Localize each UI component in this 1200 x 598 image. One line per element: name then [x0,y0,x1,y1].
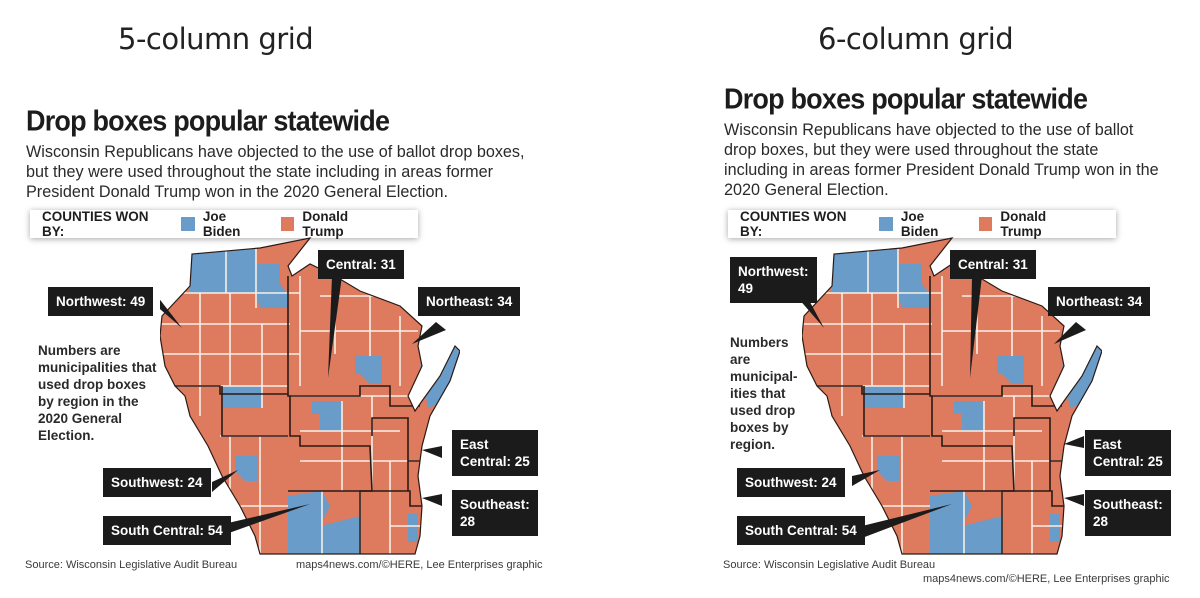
callout-southwest: Southwest: 24 [103,468,211,497]
dek-line: including in areas former President Dona… [724,161,1159,179]
wisconsin-county-map [802,237,1102,555]
credit-line: maps4news.com/©HERE, Lee Enterprises gra… [296,559,543,571]
legend: COUNTIES WON BY: Joe Biden Donald Trump [728,209,1116,239]
pointer-east-central [1064,436,1084,448]
grid-title: 5-column grid [118,22,314,56]
map-note: Numbers are municipalities that used dro… [38,343,157,443]
credit-line: maps4news.com/©HERE, Lee Enterprises gra… [923,573,1170,585]
dek-line: drop boxes, but they were used throughou… [724,141,1099,159]
legend-item-trump: Donald Trump [280,209,392,239]
callout-southeast: Southeast: 28 [1085,490,1171,536]
callout-south-central: South Central: 54 [103,516,231,545]
dek-line: but they were used throughout the state … [26,163,494,181]
pointer-southwest [852,470,880,486]
pointer-central [328,276,342,378]
source-line: Source: Wisconsin Legislative Audit Bure… [25,559,238,571]
callout-northwest: Northwest: 49 [730,257,817,303]
callout-southwest: Southwest: 24 [737,468,845,497]
dek-line: 2020 General Election. [724,181,889,199]
legend-item-biden: Joe Biden [879,209,965,239]
dek: Wisconsin Republicans have objected to t… [724,120,1159,200]
callout-northwest: Northwest: 49 [48,287,154,316]
source-line: Source: Wisconsin Legislative Audit Bure… [723,559,936,571]
dek: Wisconsin Republicans have objected to t… [26,142,525,202]
pointer-northeast [1054,322,1086,344]
dek-line: Wisconsin Republicans have objected to t… [26,143,525,161]
headline: Drop boxes popular statewide [724,83,1088,115]
pointer-southeast [422,494,442,506]
panel-6-column: 6-column grid Drop boxes popular statewi… [600,0,1200,598]
panel-5-column: 5-column grid Drop boxes popular statewi… [25,22,543,571]
callout-central: Central: 31 [318,250,404,279]
legend-item-label: Joe Biden [900,209,939,239]
wisconsin-county-map [160,237,460,555]
pointer-southwest [212,470,238,492]
pointer-northeast [412,322,446,344]
legend-item-label: Donald Trump [1000,209,1047,239]
headline: Drop boxes popular statewide [26,105,390,137]
dek-line: President Donald Trump won in the 2020 G… [26,183,449,201]
callout-east-central: East Central: 25 [452,430,538,476]
legend-item-trump: Donald Trump [978,209,1090,239]
legend-item-biden: Joe Biden [181,209,267,239]
legend-label: COUNTIES WON BY: [740,209,847,239]
biden-swatch-icon [879,217,893,231]
legend: COUNTIES WON BY: Joe Biden Donald Trump [30,209,418,239]
callout-east-central: East Central: 25 [1085,430,1171,476]
pointer-southeast [1064,494,1084,506]
trump-swatch-icon [280,217,295,231]
legend-item-label: Joe Biden [202,209,241,239]
pointer-south-central [215,504,310,538]
legend-item-label: Donald Trump [302,209,349,239]
callout-south-central: South Central: 54 [737,516,865,545]
legend-label: COUNTIES WON BY: [42,209,149,239]
callout-southeast: Southeast: 28 [452,490,538,536]
pointer-central [970,276,982,378]
pointer-south-central [862,504,952,538]
callout-northeast: Northeast: 34 [418,287,521,316]
grid-title: 6-column grid [818,22,1014,56]
callout-northeast: Northeast: 34 [1048,287,1151,316]
trump-swatch-icon [978,217,993,231]
callout-central: Central: 31 [950,250,1036,279]
pointer-east-central [422,446,442,458]
map-note: Numbers are municipal- ities that used d… [730,335,798,452]
dek-line: Wisconsin Republicans have objected to t… [724,121,1134,139]
biden-swatch-icon [181,217,195,231]
